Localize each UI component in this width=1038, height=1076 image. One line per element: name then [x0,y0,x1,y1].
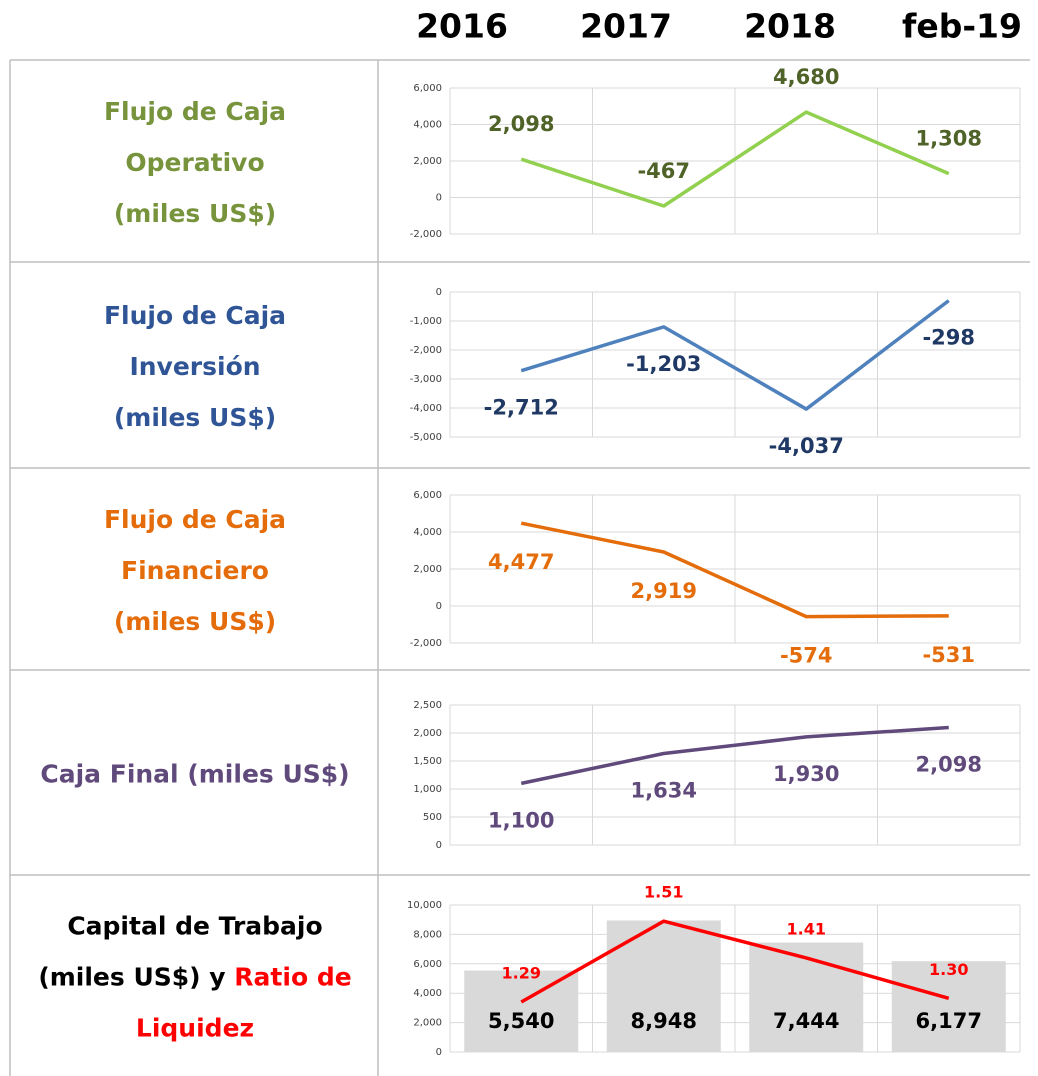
row-label-part: Ratio de [234,963,351,992]
y-tick-label: -2,000 [410,345,442,356]
column-header: feb-19 [902,7,1022,46]
row-label: Caja Final (miles US$) [40,760,349,789]
data-label: -467 [637,159,690,183]
data-label: -298 [922,326,975,350]
row-label-part: (miles US$) [114,607,276,636]
bar [464,970,579,1052]
column-header: 2017 [580,7,672,46]
row-label-part: Caja Final (miles US$) [40,760,349,789]
data-line [520,919,950,1004]
y-tick-label: 2,000 [413,1018,442,1029]
data-label: 1,634 [631,778,697,802]
bar-label: 7,444 [773,1009,839,1033]
y-tick-label: 1,000 [413,784,442,795]
y-tick-label: 6,000 [413,490,442,501]
data-label: 1.29 [502,964,541,983]
row-label-part: (miles US$) [114,199,276,228]
row-label-part: (miles US$) [114,403,276,432]
bar-label: 8,948 [631,1009,697,1033]
y-tick-label: 0 [436,287,442,298]
y-tick-label: -3,000 [410,374,442,385]
y-tick-label: -2,000 [410,229,442,240]
data-label: -4,037 [769,434,844,458]
data-line [520,299,950,411]
y-tick-label: 2,500 [413,700,442,711]
y-tick-label: -1,000 [410,316,442,327]
data-label: 2,919 [631,579,697,603]
row-label-part: (miles US$) y [38,963,234,992]
row-label: (miles US$) [114,199,276,228]
data-label: 1.51 [644,883,683,902]
y-tick-label: 6,000 [413,959,442,970]
y-tick-label: 2,000 [413,156,442,167]
y-tick-label: -2,000 [410,638,442,649]
data-label: 4,680 [773,65,839,89]
data-label: -574 [780,644,833,668]
row-label: Inversión [129,352,260,381]
bar-label: 6,177 [916,1009,982,1033]
column-header: 2018 [744,7,836,46]
y-tick-label: 1,500 [413,756,442,767]
data-label: -1,203 [626,352,701,376]
y-tick-label: 2,000 [413,564,442,575]
column-header: 2016 [416,7,508,46]
row-label: (miles US$) [114,607,276,636]
data-line [520,110,950,208]
row-label: Flujo de Caja [104,505,286,534]
row-label-part: Flujo de Caja [104,301,286,330]
row-label: Flujo de Caja [104,97,286,126]
data-label: 2,098 [916,753,982,777]
row-label-part: Liquidez [136,1014,254,1043]
y-tick-label: 4,000 [413,527,442,538]
data-line [520,521,949,619]
data-label: 1.41 [787,919,826,938]
y-tick-label: 6,000 [413,83,442,94]
y-tick-label: -5,000 [410,432,442,443]
row-label-part: Financiero [121,556,269,585]
bar [891,961,1006,1052]
row-label: Flujo de Caja [104,301,286,330]
y-tick-label: 8,000 [413,929,442,940]
row-label-part: Inversión [129,352,260,381]
y-tick-label: 2,000 [413,728,442,739]
y-tick-label: 0 [436,601,442,612]
data-label: 1,930 [773,762,839,786]
data-label: -531 [922,643,975,667]
bar-label: 5,540 [488,1009,554,1033]
row-label: Liquidez [136,1014,254,1043]
data-label: 1,100 [488,808,554,832]
row-label: (miles US$) y Ratio de [38,963,351,992]
data-label: 4,477 [488,550,554,574]
y-tick-label: 0 [436,1047,442,1058]
y-tick-label: 4,000 [413,988,442,999]
data-label: 2,098 [488,112,554,136]
data-label: 1.30 [929,960,968,979]
row-label-part: Flujo de Caja [104,97,286,126]
row-label: Capital de Trabajo [67,912,322,941]
row-label-part: Flujo de Caja [104,505,286,534]
y-tick-label: 0 [436,840,442,851]
row-label-part: Operativo [125,148,264,177]
y-tick-label: 0 [436,193,442,204]
data-line [520,725,949,786]
data-label: 1,308 [916,127,982,151]
y-tick-label: -4,000 [410,403,442,414]
bar [749,942,864,1052]
row-label-part: Capital de Trabajo [67,912,322,941]
y-tick-label: 10,000 [407,900,442,911]
data-label: -2,712 [484,396,559,420]
y-tick-label: 4,000 [413,120,442,131]
y-tick-label: 500 [423,812,442,823]
row-label: (miles US$) [114,403,276,432]
row-label: Financiero [121,556,269,585]
row-label: Operativo [125,148,264,177]
